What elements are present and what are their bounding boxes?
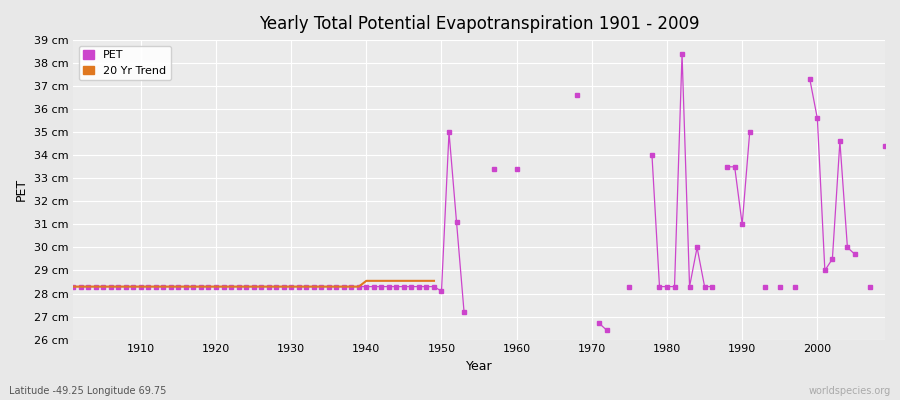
20 Yr Trend [128,284,139,289]
Y-axis label: PET: PET [15,178,28,202]
Text: worldspecies.org: worldspecies.org [809,386,891,396]
PET [128,284,139,289]
X-axis label: Year: Year [466,360,492,373]
PET [511,167,522,172]
Legend: PET, 20 Yr Trend: PET, 20 Yr Trend [78,46,171,80]
PET [338,284,349,289]
Line: 20 Yr Trend: 20 Yr Trend [73,281,434,286]
20 Yr Trend [338,284,349,289]
Text: Latitude -49.25 Longitude 69.75: Latitude -49.25 Longitude 69.75 [9,386,166,396]
PET [68,284,78,289]
PET [879,144,890,148]
Line: PET: PET [71,52,886,332]
20 Yr Trend [293,284,304,289]
20 Yr Trend [68,284,78,289]
PET [293,284,304,289]
Title: Yearly Total Potential Evapotranspiration 1901 - 2009: Yearly Total Potential Evapotranspiratio… [259,15,699,33]
